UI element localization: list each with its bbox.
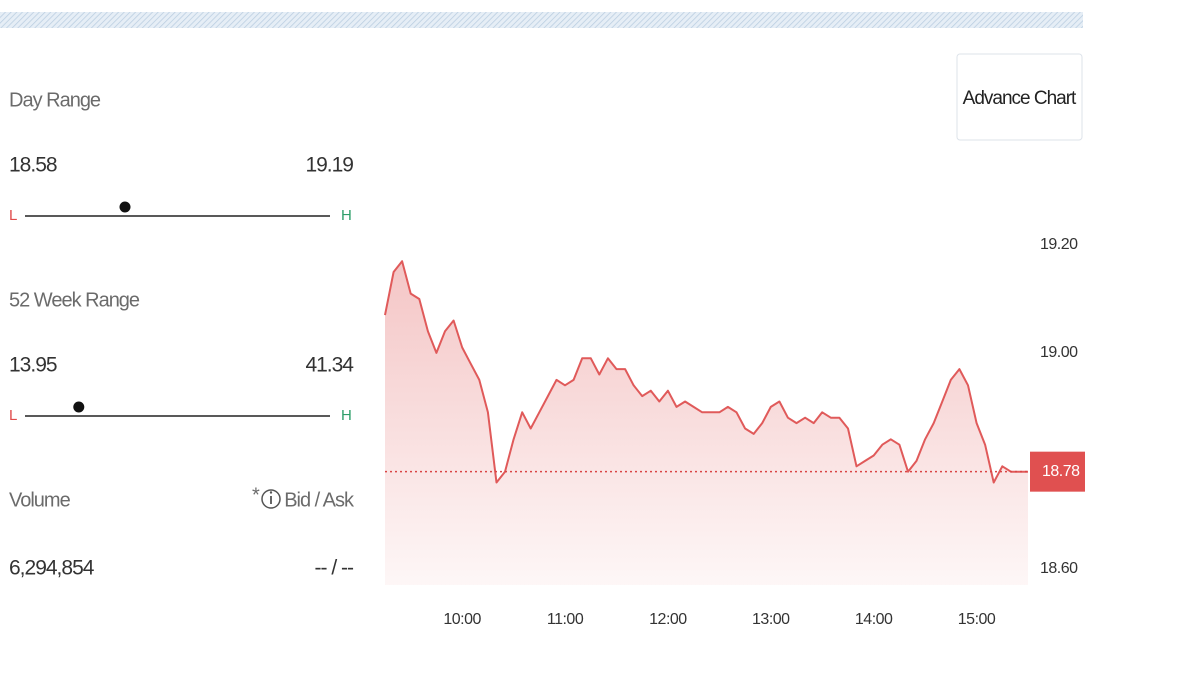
advance-chart-button[interactable] [956, 53, 1083, 141]
week52-high: 41.34 [305, 354, 354, 377]
x-tick-label: 10:00 [443, 611, 481, 628]
day-range-marker [119, 201, 131, 213]
day-low: 18.58 [9, 154, 57, 177]
x-tick-label: 13:00 [752, 611, 790, 628]
bid-ask-note: * [252, 484, 260, 506]
y-tick-label: 18.60 [1040, 560, 1078, 577]
top-stripe [0, 12, 1083, 28]
volume-value: 6,294,854 [9, 557, 95, 580]
y-tick-label: 19.20 [1040, 236, 1078, 253]
last-price-box [1030, 451, 1085, 492]
x-tick-label: 12:00 [649, 611, 687, 628]
price-chart: 18.60 19.00 19.20 10:00 11:00 12:00 13:00 14:00… [384, 236, 1085, 628]
bid-ask-value: -- / -- [315, 557, 354, 580]
y-tick-label: 19.00 [1040, 344, 1078, 361]
last-price-label: 18.78 [1042, 463, 1080, 480]
low-label: L [9, 207, 17, 224]
info-icon-dot [269, 491, 273, 494]
advance-chart-label: Advance Chart [963, 88, 1077, 109]
low-label: L [9, 407, 17, 424]
high-label: H [341, 207, 352, 224]
day-high: 19.19 [305, 154, 353, 177]
info-icon[interactable] [261, 489, 281, 509]
price-area [385, 261, 1028, 585]
bid-ask-title: Bid / Ask [284, 489, 355, 511]
high-label: H [341, 407, 352, 424]
x-tick-label: 15:00 [958, 611, 996, 628]
price-line [384, 260, 1028, 484]
day-range-title: Day Range [9, 89, 101, 111]
x-tick-label: 11:00 [547, 611, 584, 628]
volume-title: Volume [9, 489, 71, 511]
week52-title: 52 Week Range [9, 289, 140, 311]
week52-marker [73, 401, 85, 413]
week52-low: 13.95 [9, 354, 57, 377]
x-tick-label: 14:00 [855, 611, 893, 628]
